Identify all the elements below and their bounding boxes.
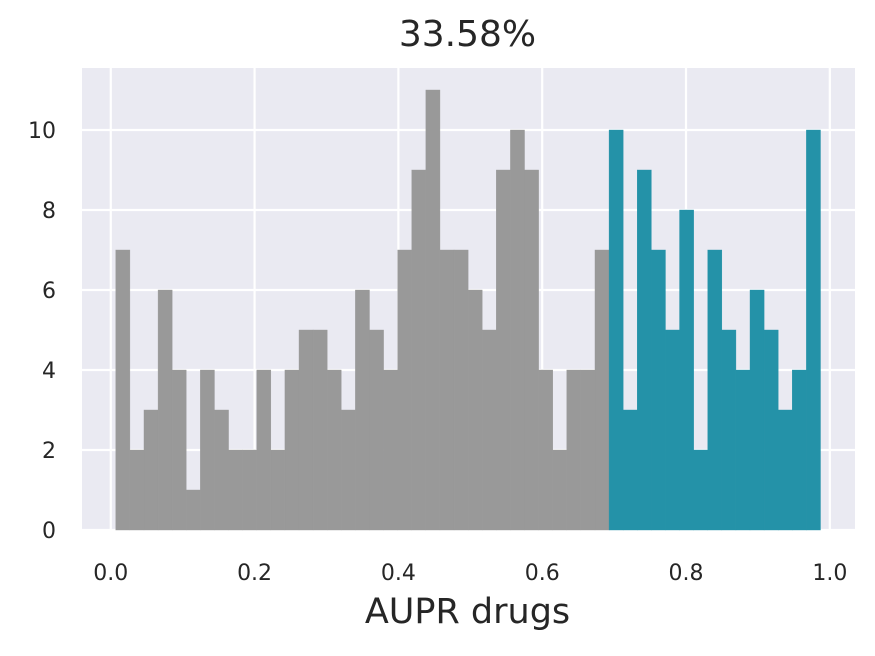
x-axis-ticks: 0.0 0.2 0.4 0.6 0.8 1.0 <box>93 561 847 586</box>
y-tick-label: 0 <box>42 519 56 544</box>
histogram-bar <box>256 369 272 531</box>
x-tick-label: 1.0 <box>812 561 847 586</box>
histogram-bar <box>594 249 610 531</box>
histogram-bar <box>496 169 511 531</box>
histogram-bar <box>129 449 145 531</box>
histogram-bar <box>298 329 314 531</box>
histogram-bar <box>171 369 187 531</box>
histogram-bar <box>763 329 779 531</box>
histogram-bar <box>510 129 525 531</box>
x-tick-label: 0.6 <box>525 561 560 586</box>
histogram-bar <box>721 329 737 531</box>
histogram-bar <box>735 369 751 531</box>
histogram-bar <box>284 369 300 531</box>
histogram-bar <box>608 129 624 531</box>
histogram-bar <box>383 369 398 531</box>
y-tick-label: 10 <box>28 119 56 144</box>
histogram-bar <box>806 129 821 531</box>
histogram-bar <box>355 289 370 531</box>
histogram-bar <box>552 449 567 531</box>
histogram-bar <box>115 249 131 531</box>
histogram-bar <box>242 449 257 531</box>
y-tick-label: 2 <box>42 439 56 464</box>
histogram-bar <box>312 329 328 531</box>
x-tick-label: 0.2 <box>237 561 272 586</box>
histogram-bar <box>580 369 596 531</box>
x-axis-label: AUPR drugs <box>364 592 571 632</box>
histogram-bar <box>200 369 215 531</box>
histogram-bar <box>369 329 384 531</box>
histogram-bar <box>186 489 201 531</box>
histogram-bar <box>749 289 765 531</box>
y-tick-label: 4 <box>42 359 56 384</box>
y-tick-label: 8 <box>42 199 56 224</box>
histogram-bar <box>214 409 229 531</box>
histogram-bar <box>693 449 708 531</box>
x-tick-label: 0.0 <box>93 561 128 586</box>
histogram-bar <box>411 169 427 531</box>
histogram-bar <box>228 449 243 531</box>
histogram-bar <box>341 409 356 531</box>
histogram-bar <box>425 89 441 531</box>
histogram-bar <box>143 409 159 531</box>
histogram-bar <box>538 369 553 531</box>
histogram-bar <box>467 289 483 531</box>
histogram-bar <box>524 169 539 531</box>
histogram-bar <box>397 249 412 531</box>
histogram-bar <box>778 409 793 531</box>
histogram-bar <box>792 369 807 531</box>
histogram-bar <box>651 249 666 531</box>
histogram-bar <box>665 329 680 531</box>
histogram-bar <box>270 449 286 531</box>
x-tick-label: 0.8 <box>669 561 704 586</box>
histogram-bar <box>157 289 173 531</box>
y-tick-label: 6 <box>42 279 56 304</box>
histogram-bar <box>707 249 723 531</box>
y-axis-ticks: 0 2 4 6 8 10 <box>28 119 56 544</box>
histogram-bar <box>679 209 694 531</box>
histogram-bar <box>637 169 652 531</box>
x-tick-label: 0.4 <box>381 561 416 586</box>
histogram-bar <box>566 369 582 531</box>
histogram-bar <box>453 249 469 531</box>
histogram-bar <box>622 409 638 531</box>
histogram-bar <box>482 329 497 531</box>
chart-title: 33.58% <box>398 14 537 55</box>
histogram-bars <box>115 89 821 531</box>
histogram-bar <box>439 249 455 531</box>
histogram-bar <box>327 369 342 531</box>
